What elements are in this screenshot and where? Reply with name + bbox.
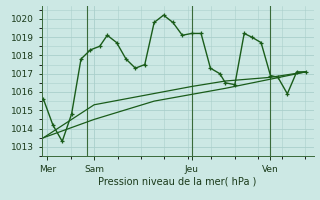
X-axis label: Pression niveau de la mer( hPa ): Pression niveau de la mer( hPa )	[99, 177, 257, 187]
